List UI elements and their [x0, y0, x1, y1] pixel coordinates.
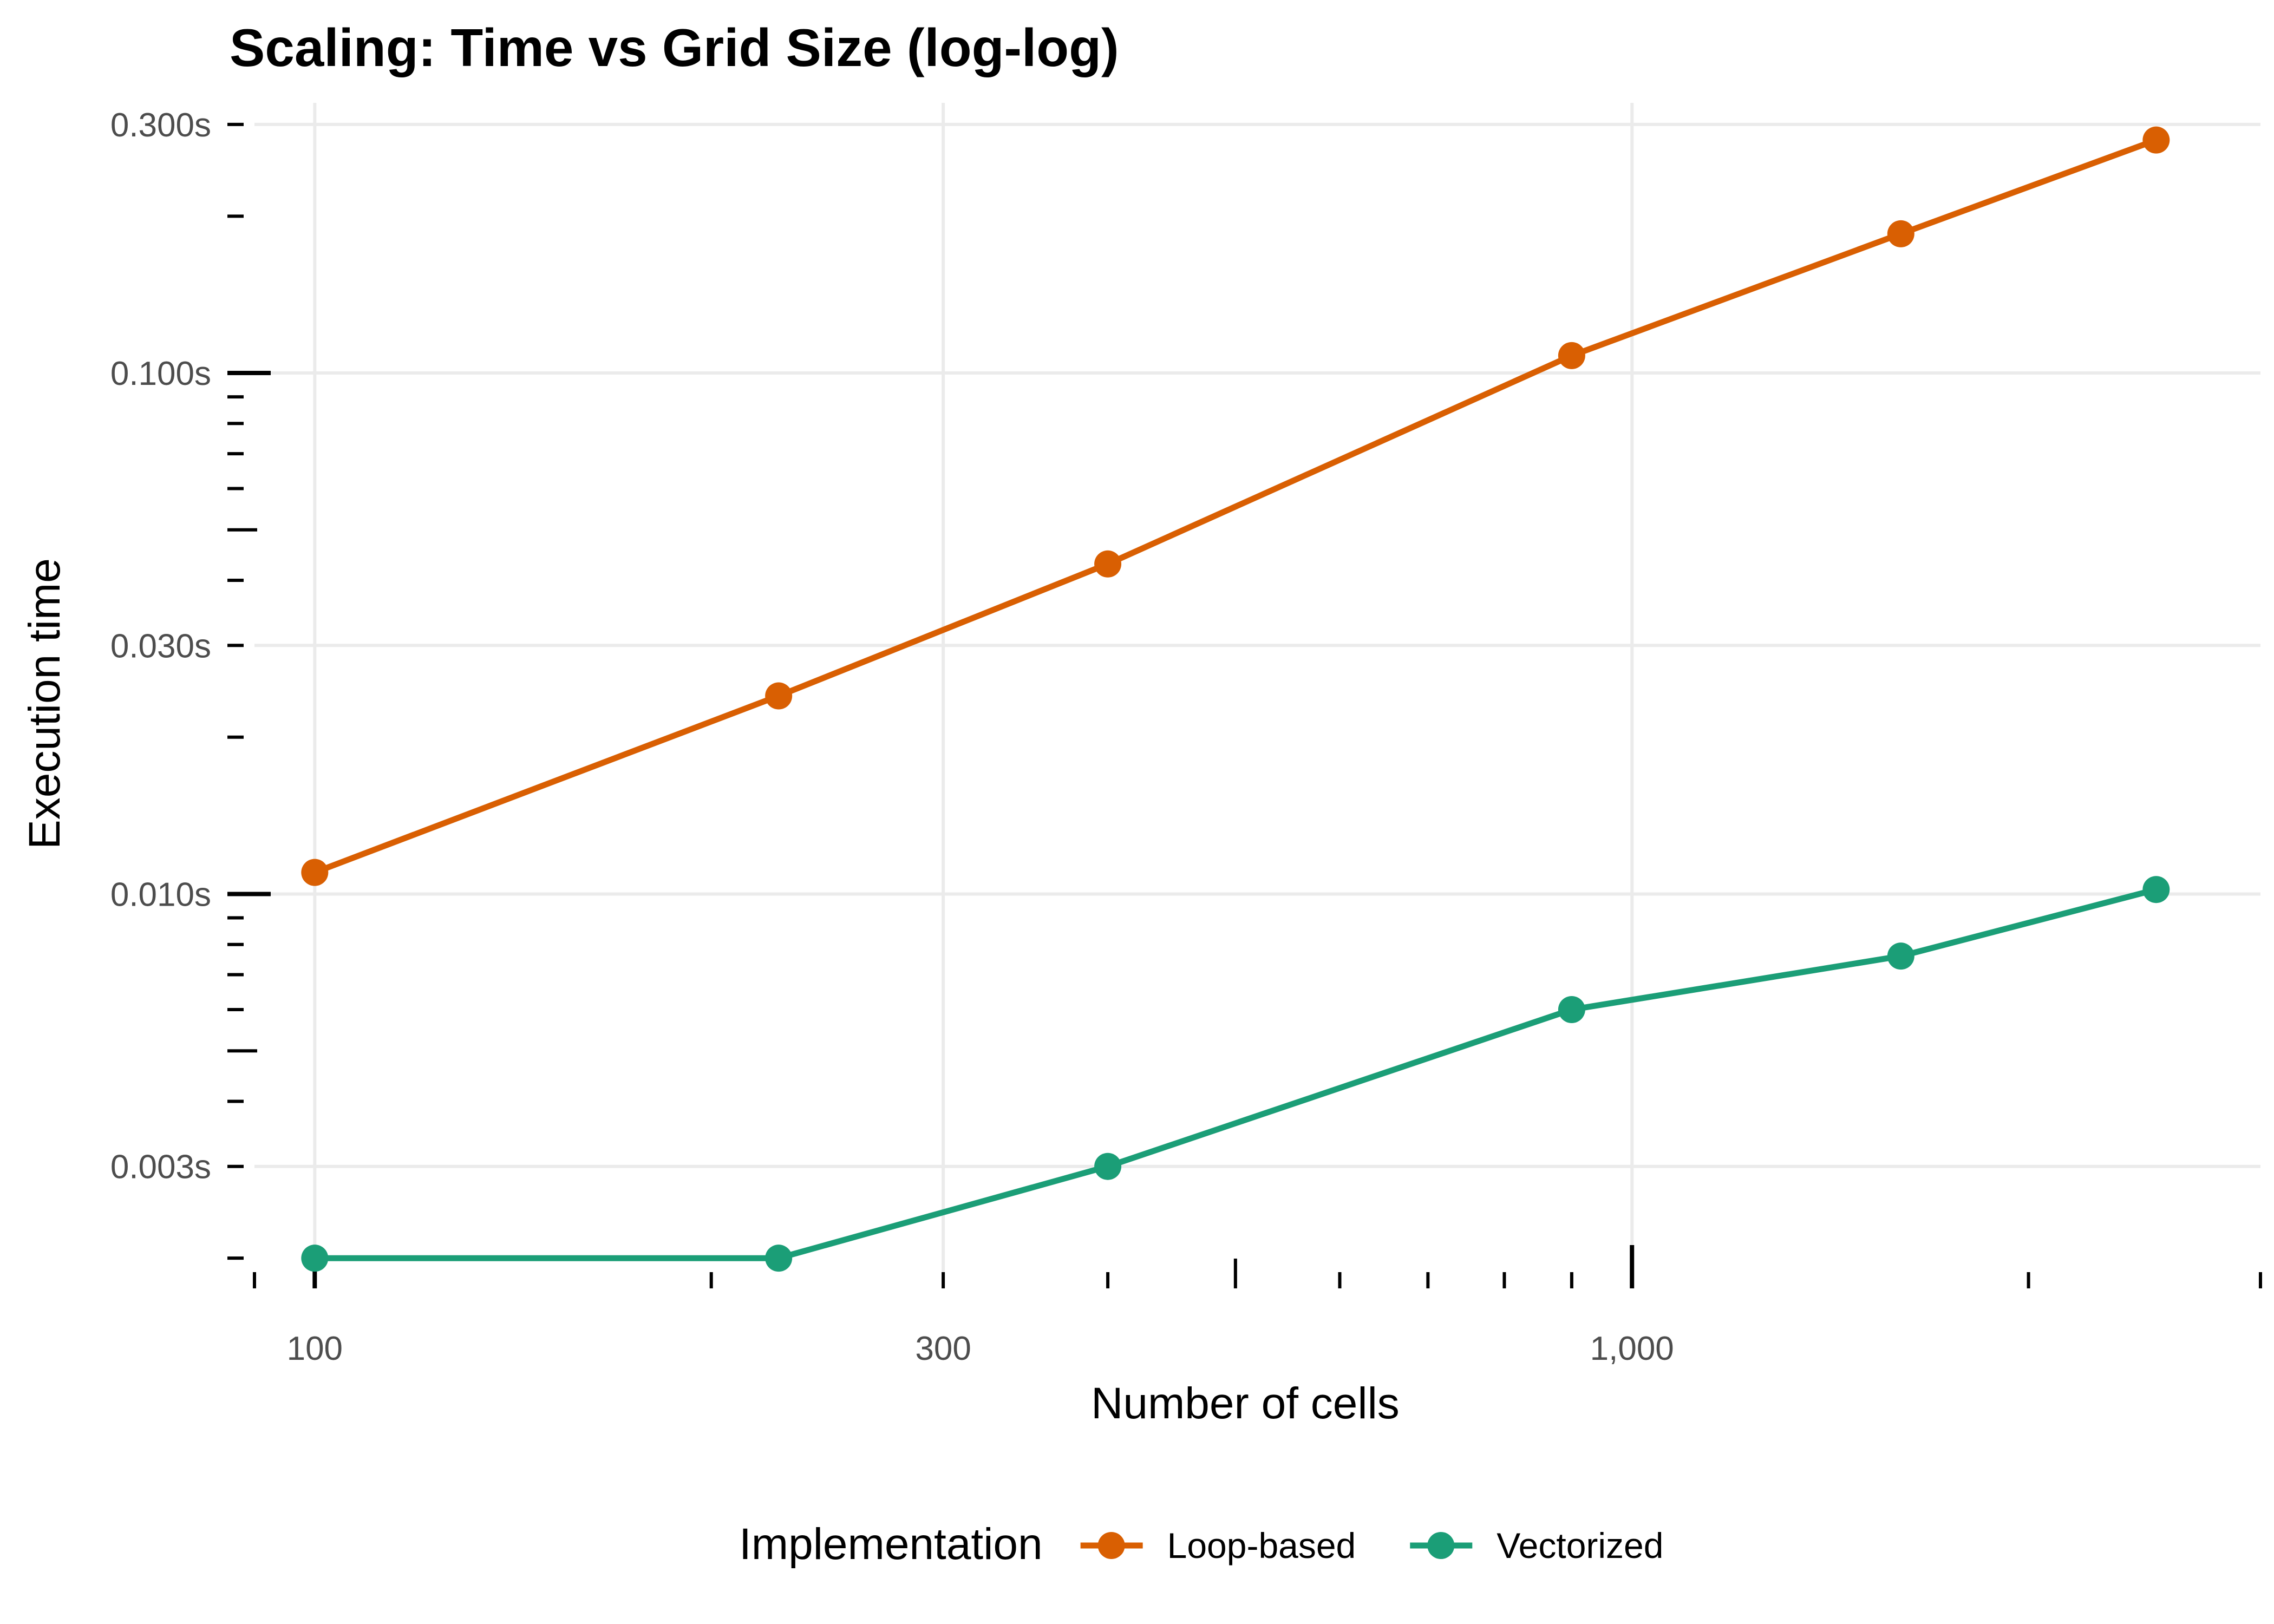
y-tick-label: 0.300s — [110, 107, 211, 144]
data-point — [765, 1245, 793, 1272]
y-tick-label: 0.100s — [110, 355, 211, 392]
x-tick-label: 100 — [287, 1330, 343, 1367]
y-tick-label: 0.010s — [110, 876, 211, 913]
y-tick-label: 0.003s — [110, 1149, 211, 1186]
legend-key-point — [1427, 1532, 1455, 1559]
data-point — [301, 859, 329, 886]
legend-key-point — [1097, 1532, 1125, 1559]
legend-title: Implementation — [739, 1520, 1043, 1569]
legend-label: Vectorized — [1497, 1525, 1663, 1566]
y-tick-label: 0.030s — [110, 627, 211, 665]
data-point — [1887, 942, 1914, 970]
data-point — [1887, 220, 1914, 247]
legend-label: Loop-based — [1167, 1525, 1356, 1566]
tick-label-layer: 100 300 1,000 0.003s 0.010s 0.030s 0.100s 0.300… — [110, 107, 1674, 1367]
data-point — [1094, 1152, 1122, 1180]
data-point — [1558, 342, 1585, 369]
legend: Implementation Loop-based Vectorized — [739, 1520, 1663, 1569]
data-point — [1558, 996, 1585, 1023]
y-axis-title: Execution time — [20, 558, 69, 849]
x-tick-label: 300 — [915, 1330, 971, 1367]
data-point — [2142, 876, 2170, 903]
tick-layer — [227, 122, 2262, 1288]
data-point — [301, 1245, 329, 1272]
series-line-0 — [311, 137, 2159, 876]
series-layer — [301, 126, 2170, 1272]
x-tick-label: 1,000 — [1590, 1330, 1674, 1367]
series-line-1 — [311, 886, 2159, 1261]
data-point — [765, 682, 793, 710]
grid-layer — [254, 103, 2260, 1288]
x-axis-title: Number of cells — [1091, 1379, 1400, 1428]
data-point — [2142, 126, 2170, 154]
chart-title: Scaling: Time vs Grid Size (log-log) — [230, 18, 1119, 77]
data-point — [1094, 550, 1122, 578]
